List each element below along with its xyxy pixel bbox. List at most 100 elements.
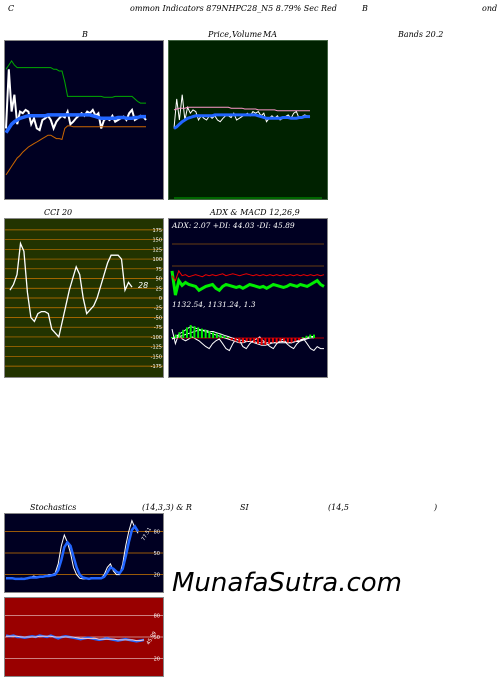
cci-title: CCI 20 — [44, 208, 73, 217]
header-right: ond Ch — [482, 4, 500, 13]
cci-tick-label: -50 — [154, 315, 162, 321]
stoch-params: (14,3,3) & R — [142, 503, 192, 512]
adx-macd-chart — [168, 218, 328, 378]
stoch-tick-label: 80 — [154, 529, 160, 535]
page-title: ommon Indicators 879NHPC28_N5 8.79% Sec … — [130, 4, 337, 13]
adx-series-minus-DI — [171, 269, 325, 282]
macd-histogram-bar — [309, 334, 312, 338]
macd-histogram-bar — [185, 327, 188, 338]
bollinger-title: B — [82, 30, 88, 39]
cci-tick-label: 175 — [152, 228, 162, 234]
watermark: MunafaSutra.com — [172, 568, 403, 598]
price-title: Price, — [208, 30, 232, 39]
rsi-tick-label: 80 — [154, 613, 160, 619]
macd-histogram-bar — [283, 338, 286, 342]
cci-tick-label: 50 — [156, 277, 162, 283]
macd-histogram-bar — [193, 326, 196, 338]
cci-chart: 175 150 125 100 75 50 25 0 -25 -50 -75 -100 -125 -150… — [4, 218, 164, 378]
macd-histogram-bar — [260, 338, 263, 345]
adx-series-plusminus-DI — [170, 270, 325, 296]
macd-histogram-bar — [197, 327, 200, 338]
macd-histogram-bar — [301, 337, 304, 338]
stoch-tick-label: 50 — [154, 551, 160, 557]
bb-series-middle — [4, 113, 146, 134]
cci-tick-label: -25 — [154, 306, 162, 312]
cci-value-label: 28 — [138, 281, 148, 290]
price-series-ma_slow — [173, 106, 310, 112]
rsi-tick-label: 50 — [154, 635, 160, 641]
bollinger-chart — [4, 40, 164, 200]
macd-histogram-bar — [219, 334, 222, 338]
cci-tick-label: 100 — [152, 257, 162, 263]
macd-histogram-bar — [212, 332, 215, 338]
macd-histogram-bar — [298, 338, 301, 341]
stoch-title: Stochastics — [30, 503, 77, 512]
macd-histogram-bar — [249, 338, 252, 342]
macd-histogram-bar — [204, 329, 207, 338]
panel-background — [168, 218, 328, 378]
bb-series-upper — [5, 59, 146, 104]
macd-histogram-bar — [208, 331, 211, 338]
macd-histogram-bar — [171, 337, 173, 338]
rsi-params: (14,5 — [328, 503, 349, 512]
header-c: C — [8, 4, 15, 13]
macd-histogram-bar — [313, 334, 315, 338]
macd-histogram-bar — [253, 338, 256, 343]
adx-title: ADX & MACD 12,26,9 — [210, 208, 300, 217]
cci-tick-label: -150 — [151, 354, 162, 360]
cci-tick-label: -75 — [154, 325, 162, 331]
price-ma-label: MA — [263, 30, 277, 39]
price-ma-chart — [168, 40, 328, 200]
stoch-tick-label: 20 — [154, 573, 160, 579]
macd-histogram-bar — [178, 332, 181, 338]
cci-tick-label: -125 — [151, 345, 162, 351]
macd-histogram-bar — [268, 338, 271, 344]
macd-histogram-bar — [290, 338, 293, 343]
rsi-tick-label: 20 — [154, 657, 160, 663]
cci-tick-label: 75 — [156, 267, 162, 273]
panel-background — [4, 40, 164, 200]
macd-histogram-bar — [305, 335, 308, 338]
macd-histogram-bar — [256, 338, 259, 344]
adx-values: ADX: 2.07 +DI: 44.03 -DI: 45.89 — [172, 221, 295, 230]
rsi-series-mrsi — [6, 635, 145, 642]
panel-background — [168, 40, 328, 200]
macd-histogram-bar — [286, 338, 289, 343]
header-b: B — [362, 4, 368, 13]
bb-series-lower — [5, 125, 146, 176]
macd-histogram-bar — [174, 334, 177, 338]
stoch-series-d — [6, 524, 140, 581]
rsi-title: SI — [240, 503, 249, 512]
cci-tick-label: -175 — [151, 364, 162, 370]
macd-histogram-bar — [245, 338, 248, 342]
macd-histogram-bar — [200, 328, 203, 338]
macd-histogram-bar — [215, 333, 218, 338]
cci-tick-label: 150 — [152, 238, 162, 244]
cci-tick-label: 0 — [159, 296, 162, 302]
cci-tick-label: 25 — [156, 286, 162, 292]
macd-histogram-bar — [230, 338, 233, 341]
macd-histogram-bar — [189, 325, 192, 338]
macd-values: 1132.54, 1131.24, 1.3 — [172, 300, 256, 309]
macd-histogram-bar — [242, 338, 244, 343]
adx-series-ADX — [171, 328, 324, 352]
macd-histogram-bar — [238, 338, 241, 343]
cci-tick-label: 125 — [152, 247, 162, 253]
macd-histogram-bar — [271, 338, 274, 343]
macd-histogram-bar — [234, 338, 237, 342]
macd-histogram-bar — [264, 338, 267, 345]
macd-histogram-bar — [182, 329, 185, 338]
macd-histogram-bar — [279, 338, 282, 342]
macd-histogram-bar — [227, 337, 230, 338]
cci-series-cci — [9, 241, 133, 339]
rsi-params-close: ) — [434, 503, 438, 512]
macd-histogram-bar — [275, 338, 278, 343]
bands-title: Bands 20.2 — [398, 30, 444, 39]
cci-tick-label: -100 — [151, 335, 162, 341]
macd-histogram-bar — [294, 338, 297, 342]
macd-histogram-bar — [223, 335, 226, 338]
price-series-ma_fast — [173, 113, 310, 130]
price-volume-label: Volume — [232, 30, 262, 39]
